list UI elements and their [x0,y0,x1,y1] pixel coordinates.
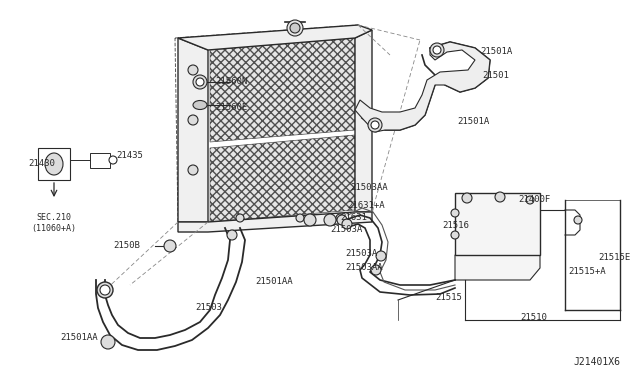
Circle shape [188,115,198,125]
Text: 21435: 21435 [116,151,143,160]
Circle shape [371,265,381,275]
Circle shape [451,231,459,239]
Circle shape [296,214,304,222]
Polygon shape [210,135,355,222]
Circle shape [109,156,117,164]
Circle shape [196,78,204,86]
Text: 2150B: 2150B [113,241,140,250]
Circle shape [290,23,300,33]
Text: 21501AA: 21501AA [60,334,98,343]
Circle shape [97,282,113,298]
Ellipse shape [45,153,63,175]
Text: 21515E: 21515E [598,253,630,263]
Text: 21503AA: 21503AA [345,263,383,273]
Polygon shape [178,212,372,232]
Circle shape [574,216,582,224]
Circle shape [376,251,386,261]
Circle shape [526,196,534,204]
Text: 21400F: 21400F [518,196,550,205]
Circle shape [193,75,207,89]
Text: 21560N: 21560N [215,77,247,87]
Text: 21631+A: 21631+A [347,201,385,209]
Circle shape [371,121,379,129]
Circle shape [342,219,352,229]
Circle shape [324,214,336,226]
Circle shape [433,46,441,54]
Circle shape [227,230,237,240]
Polygon shape [455,255,540,280]
Circle shape [337,215,347,225]
Text: 21503A: 21503A [345,248,377,257]
Circle shape [430,43,444,57]
Circle shape [236,214,244,222]
Ellipse shape [193,100,207,109]
Polygon shape [178,38,208,222]
Circle shape [304,214,316,226]
Polygon shape [355,30,372,212]
Circle shape [100,285,110,295]
Text: 21515+A: 21515+A [568,267,605,276]
Text: 21501: 21501 [482,71,509,80]
Text: (11060+A): (11060+A) [31,224,77,232]
Text: 21501A: 21501A [457,118,489,126]
Text: 21503AA: 21503AA [350,183,388,192]
Text: 21510: 21510 [520,314,547,323]
Circle shape [188,165,198,175]
Text: 21631: 21631 [340,214,367,222]
Text: 21430: 21430 [28,158,55,167]
Circle shape [188,65,198,75]
Circle shape [462,193,472,203]
Circle shape [164,240,176,252]
Text: J21401X6: J21401X6 [573,357,620,367]
Text: SEC.210: SEC.210 [36,214,72,222]
Text: 21516: 21516 [442,221,469,230]
Polygon shape [355,42,490,132]
Text: 21503: 21503 [195,304,222,312]
Bar [455,193,540,255]
Polygon shape [178,25,372,50]
Circle shape [495,192,505,202]
Circle shape [336,214,344,222]
Circle shape [287,20,303,36]
Text: 21560E: 21560E [215,103,247,112]
Text: 21515: 21515 [435,294,462,302]
Circle shape [451,209,459,217]
Circle shape [101,335,115,349]
Circle shape [368,118,382,132]
Text: 21503A: 21503A [330,225,362,234]
Polygon shape [210,38,355,142]
Text: 21501AA: 21501AA [255,278,292,286]
Text: 21501A: 21501A [480,48,512,57]
